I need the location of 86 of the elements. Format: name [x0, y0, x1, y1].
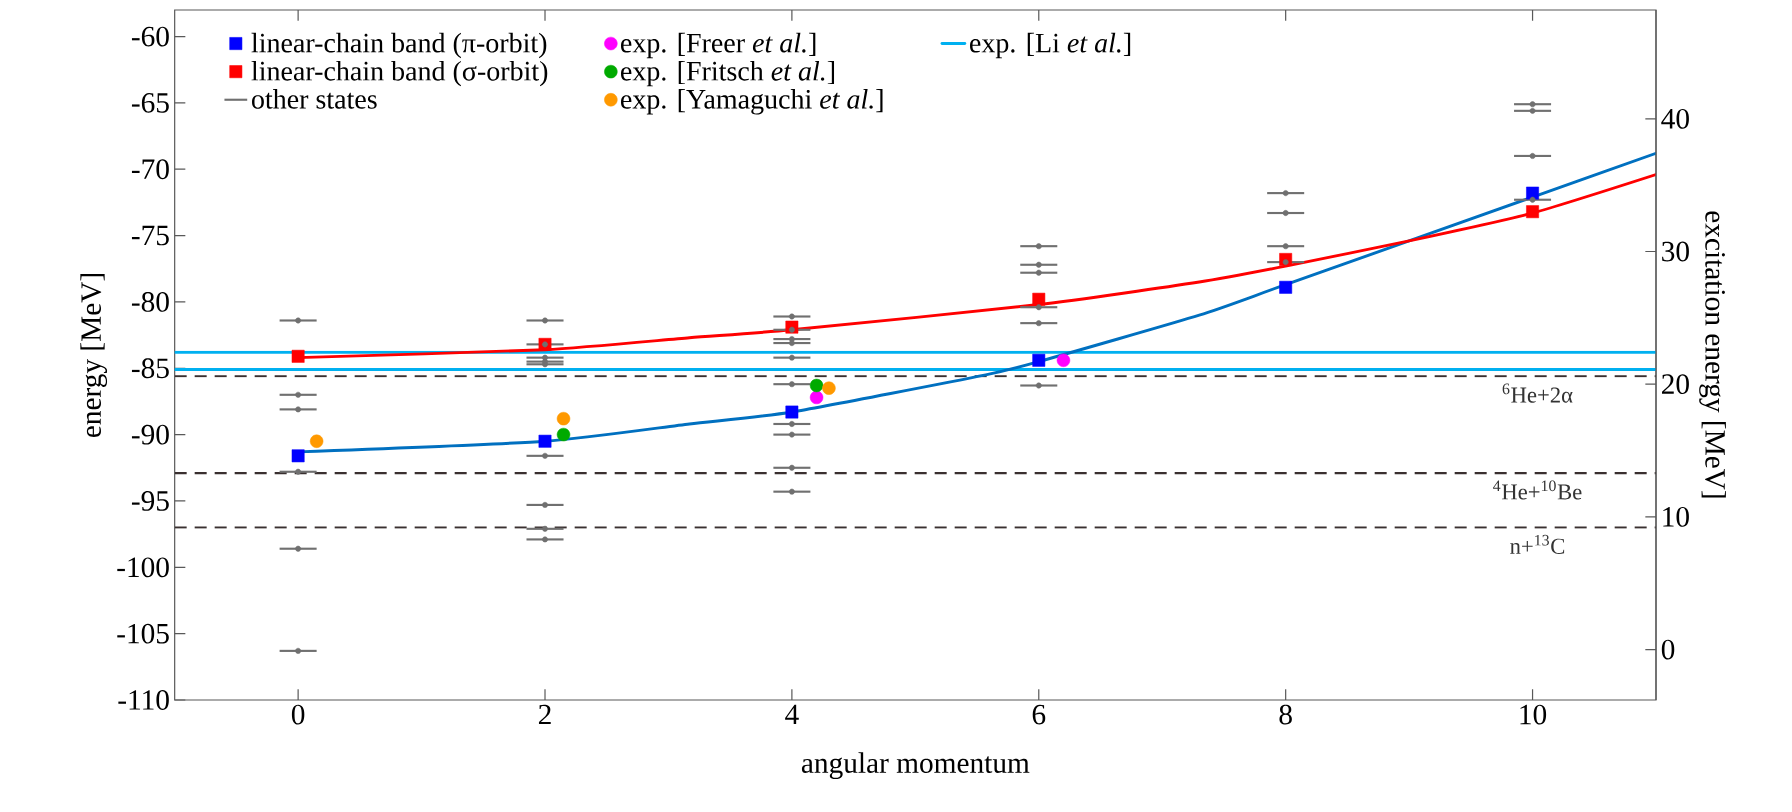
point: [1035, 243, 1042, 250]
x-tick-label: 8: [1279, 704, 1292, 725]
point: [1529, 196, 1536, 203]
point: [1056, 353, 1071, 367]
point: [1282, 243, 1289, 250]
point: [295, 647, 302, 654]
y-tick-label: -100: [117, 557, 169, 578]
legend-label: exp. [Fritsch et al.]: [621, 60, 835, 87]
y2-tick-label: 20: [1662, 374, 1689, 395]
point: [788, 354, 795, 361]
point: [1032, 353, 1046, 367]
ref-line-label: n+$^{13}$C: [1510, 534, 1565, 554]
point: [295, 406, 302, 413]
point: [295, 545, 302, 552]
point: [556, 427, 571, 442]
point: [809, 378, 824, 393]
legend-label: linear-chain band (π-orbit): [251, 32, 547, 59]
point: [309, 434, 324, 448]
point: [291, 449, 305, 463]
point: [785, 405, 799, 419]
point: [1529, 101, 1536, 108]
y-tick-label: -65: [131, 93, 169, 113]
point: [1035, 382, 1042, 389]
y2-tick-label: 30: [1662, 241, 1689, 262]
point: [788, 313, 795, 320]
point: [295, 468, 302, 475]
y2-tick-label: 10: [1663, 506, 1689, 527]
point: [1282, 190, 1289, 197]
y-tick-label: -90: [131, 424, 169, 445]
point: [788, 431, 795, 438]
x-tick-label: 2: [538, 704, 551, 725]
point: [788, 381, 795, 388]
point: [1529, 153, 1536, 159]
point: [542, 317, 548, 324]
legend-label: linear-chain band (σ-orbit): [251, 60, 548, 87]
legend-label: other states: [252, 89, 377, 109]
y-tick-label: -70: [131, 159, 169, 180]
point: [788, 326, 795, 333]
point: [1526, 205, 1539, 219]
legend-label: exp. [Li et al.]: [970, 32, 1131, 59]
point: [822, 381, 836, 395]
y-tick-label: -85: [131, 358, 169, 379]
point: [542, 452, 548, 459]
point: [1526, 186, 1539, 200]
y-axis-title: energy [MeV]: [80, 273, 108, 438]
point: [1032, 292, 1046, 306]
point: [788, 464, 795, 471]
point: [291, 349, 305, 363]
x-axis-title: angular momentum: [801, 752, 1030, 779]
y-tick-label: -75: [131, 225, 169, 246]
point: [542, 525, 548, 532]
point: [1035, 320, 1042, 327]
x-tick-label: 0: [291, 704, 305, 725]
point: [542, 501, 548, 508]
y2-axis-title: excitation energy [MeV]: [1699, 211, 1726, 498]
point: [1529, 107, 1536, 114]
x-tick-label: 6: [1032, 704, 1046, 725]
y-tick-label: -105: [117, 623, 169, 644]
point: [542, 341, 548, 348]
point: [809, 390, 824, 405]
point: [1282, 259, 1289, 266]
legend-label: exp. [Freer et al.]: [621, 32, 816, 59]
y2-tick-label: 40: [1661, 108, 1689, 129]
x-tick-label: 4: [785, 704, 799, 724]
point: [788, 340, 795, 346]
x-tick-label: 10: [1520, 704, 1547, 725]
y2-tick-label: 0: [1661, 639, 1675, 660]
point: [1035, 261, 1042, 268]
y-tick-label: -95: [131, 491, 169, 511]
point: [295, 317, 302, 324]
ref-line-label: $^{6}$He+2α: [1502, 383, 1573, 403]
point: [556, 412, 571, 426]
ref-line-label: $^{4}$He+$^{10}$Be: [1493, 480, 1582, 500]
point: [1282, 210, 1289, 216]
y-tick-label: -60: [131, 26, 169, 47]
point: [1035, 304, 1042, 311]
y-tick-label: -110: [118, 690, 169, 710]
point: [1279, 280, 1293, 294]
point: [788, 488, 795, 495]
point: [788, 421, 795, 427]
point: [295, 391, 302, 398]
point: [542, 536, 548, 543]
point: [1035, 269, 1042, 276]
point: [538, 434, 552, 448]
legend-label: exp. [Yamaguchi et al.]: [621, 89, 883, 115]
y-tick-label: -80: [131, 292, 169, 312]
